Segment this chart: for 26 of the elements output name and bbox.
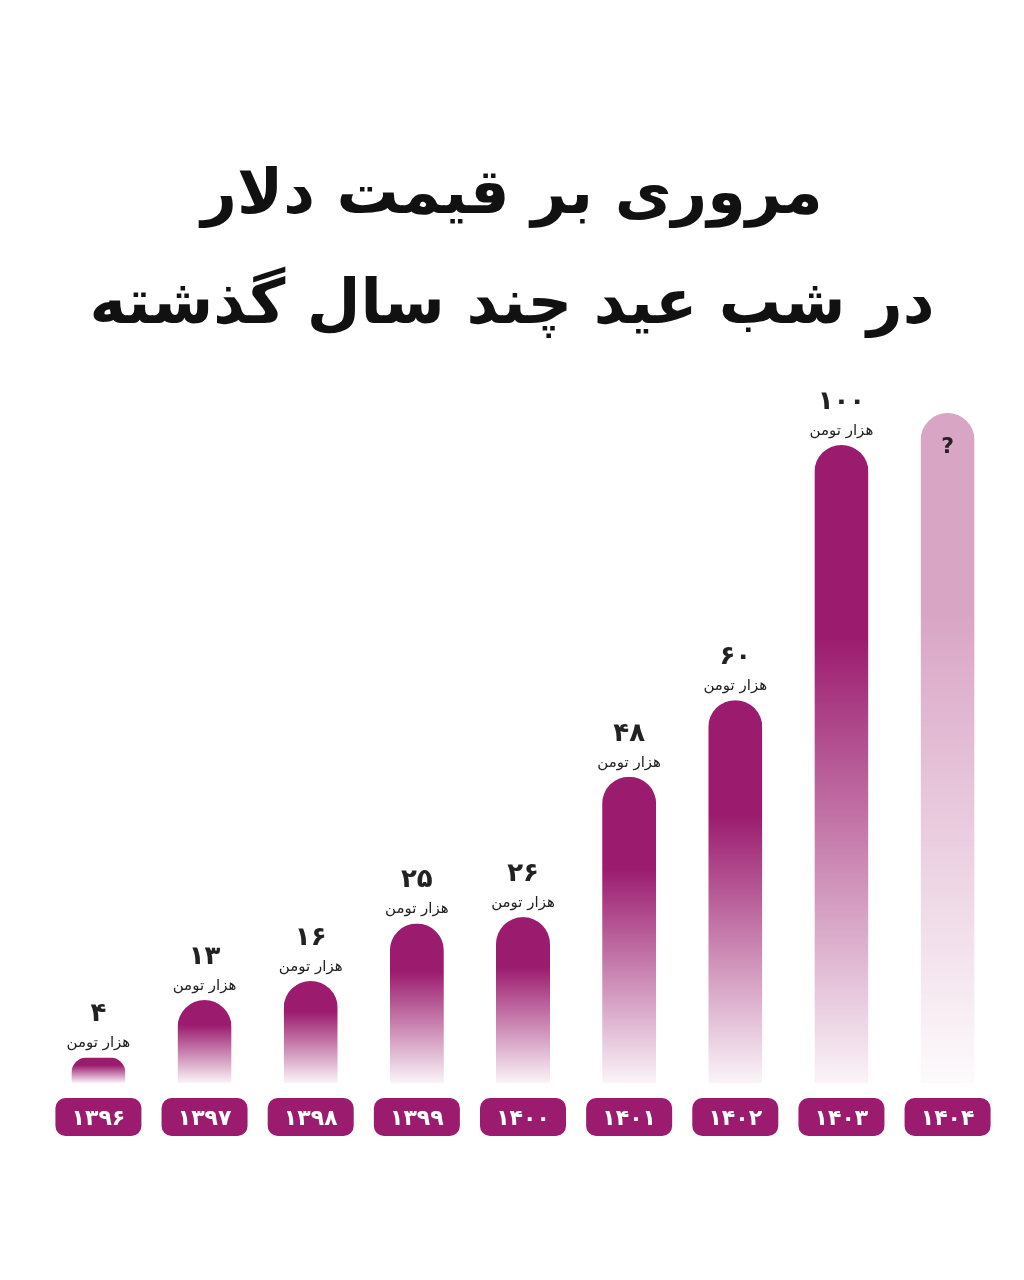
chart-title: مروری بر قیمت دلار <box>198 155 823 228</box>
x-tick-label: ۱۴۰۰ <box>496 1105 550 1130</box>
data-label: ۴۸ هزار تومن <box>597 716 662 771</box>
bar <box>814 444 869 1083</box>
x-tick-label: ۱۳۹۷ <box>177 1105 232 1130</box>
x-tick-label: ۱۴۰۳ <box>814 1105 869 1130</box>
data-label: ۶۰ هزار تومن <box>703 640 768 695</box>
x-tick-label: ۱۳۹۹ <box>390 1105 444 1130</box>
data-label: ? <box>941 433 954 458</box>
bar <box>496 917 550 1083</box>
data-label: ۲۶ هزار تومن <box>491 857 555 912</box>
bar <box>283 980 338 1083</box>
x-tick-label: ۱۴۰۲ <box>708 1105 763 1130</box>
bar <box>708 700 763 1083</box>
data-label: ۱۰۰ هزار تومن <box>809 384 874 439</box>
bar <box>389 923 444 1083</box>
x-tick-label: ۱۴۰۱ <box>602 1105 656 1130</box>
data-label: ۱۶ هزار تومن <box>278 920 343 975</box>
chart-subtitle: در شب عید چند سال گذشته <box>89 265 935 338</box>
data-label: ۴ هزار تومن <box>66 997 131 1052</box>
x-tick-label: ۱۴۰۴ <box>920 1105 975 1130</box>
x-tick-label: ۱۳۹۶ <box>71 1105 126 1130</box>
x-tick-label: ۱۳۹۸ <box>283 1105 339 1130</box>
data-label: ۲۵ هزار تومن <box>384 863 449 918</box>
bar <box>602 776 657 1083</box>
data-label: ۱۳ هزار تومن <box>172 940 237 995</box>
